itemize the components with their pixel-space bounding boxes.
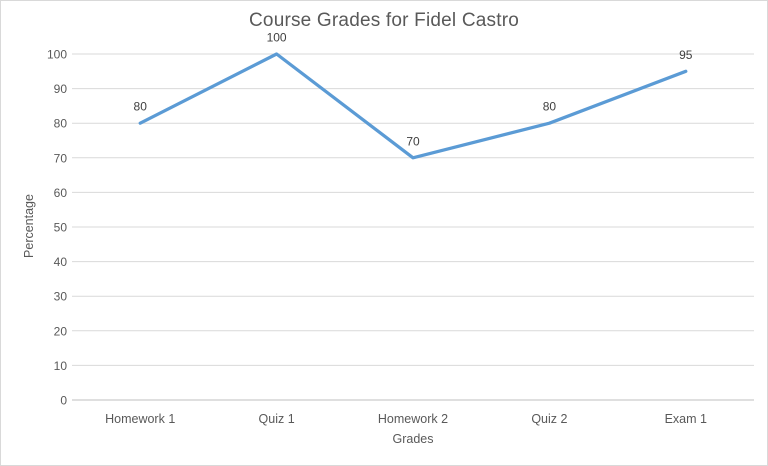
y-tick-label: 40 <box>54 255 68 269</box>
y-tick-label: 70 <box>54 151 68 165</box>
data-label: 70 <box>406 134 420 148</box>
y-tick-label: 30 <box>54 290 68 304</box>
data-label: 80 <box>543 100 557 114</box>
x-category-label: Quiz 1 <box>259 412 295 426</box>
y-tick-label: 100 <box>47 48 67 62</box>
x-category-label: Quiz 2 <box>531 412 567 426</box>
x-axis-title: Grades <box>392 432 434 446</box>
y-axis-title: Percentage <box>22 194 36 258</box>
y-tick-label: 50 <box>54 221 68 235</box>
data-label: 95 <box>679 48 693 62</box>
y-tick-label: 80 <box>54 117 68 131</box>
x-category-label: Homework 1 <box>105 412 175 426</box>
y-tick-label: 60 <box>54 186 68 200</box>
x-category-label: Exam 1 <box>665 412 707 426</box>
data-label: 100 <box>267 31 287 45</box>
y-tick-label: 0 <box>60 394 67 408</box>
data-label: 80 <box>134 100 148 114</box>
x-category-label: Homework 2 <box>378 412 448 426</box>
series-line <box>138 52 688 160</box>
chart-title: Course Grades for Fidel Castro <box>249 10 519 31</box>
y-tick-label: 10 <box>54 359 68 373</box>
y-tick-label: 20 <box>54 324 68 338</box>
y-tick-label: 90 <box>54 82 68 96</box>
